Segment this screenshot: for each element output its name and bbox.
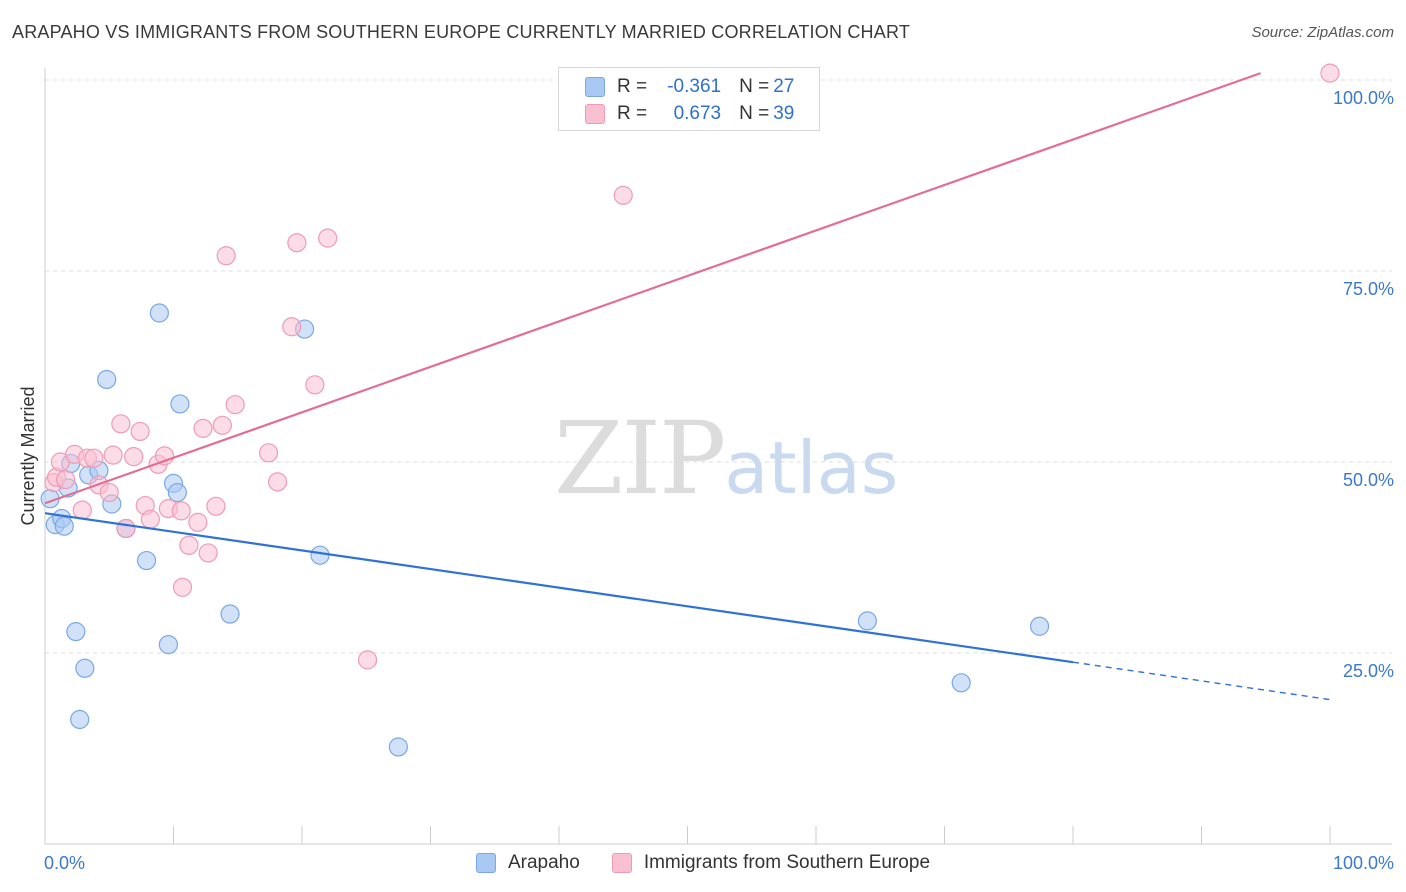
y-tick-label: 100.0% bbox=[1333, 88, 1394, 108]
trend-line-immigrants bbox=[44, 72, 1261, 505]
chart-title: ARAPAHO VS IMMIGRANTS FROM SOUTHERN EURO… bbox=[12, 22, 911, 42]
data-point-immigrants bbox=[198, 543, 218, 563]
trend-line-arapaho bbox=[44, 512, 1074, 664]
watermark-atlas: atlas bbox=[724, 426, 899, 510]
legend-n-label: N = bbox=[739, 76, 770, 97]
watermark-zip: ZIP bbox=[554, 400, 726, 517]
data-point-immigrants bbox=[287, 233, 307, 253]
data-point-immigrants bbox=[179, 535, 199, 555]
data-point-immigrants bbox=[124, 447, 144, 467]
data-point-immigrants bbox=[258, 443, 279, 463]
series-label-arapaho: Arapaho bbox=[507, 852, 580, 873]
data-point-arapaho bbox=[66, 622, 86, 642]
data-point-immigrants bbox=[171, 501, 191, 521]
data-point-immigrants bbox=[84, 448, 104, 468]
data-point-immigrants bbox=[111, 414, 131, 434]
data-point-immigrants bbox=[116, 518, 136, 539]
data-point-arapaho bbox=[310, 545, 330, 565]
data-point-immigrants bbox=[318, 228, 338, 248]
data-point-immigrants bbox=[282, 317, 302, 337]
y-axis-label: Currently Married bbox=[18, 386, 38, 525]
series-legend-item-immigrants: Immigrants from Southern Europe bbox=[611, 852, 931, 874]
data-point-immigrants bbox=[267, 472, 288, 492]
legend-r-value: 0.673 bbox=[673, 103, 722, 124]
legend-row-immigrants: R = 0.673 N = 39 bbox=[585, 101, 794, 127]
data-point-immigrants bbox=[212, 415, 232, 435]
y-tick-label: 25.0% bbox=[1343, 661, 1394, 681]
data-point-immigrants bbox=[206, 496, 226, 516]
legend-r-value: -0.361 bbox=[667, 76, 722, 97]
stats-legend: R = -0.361 N = 27 R = 0.673 N = 39 bbox=[558, 67, 820, 131]
data-point-immigrants bbox=[130, 421, 150, 442]
data-point-arapaho bbox=[54, 516, 74, 536]
x-tick-label: 0.0% bbox=[44, 853, 85, 873]
legend-r-label: R = bbox=[617, 103, 648, 124]
legend-r-label: R = bbox=[617, 76, 648, 97]
data-point-arapaho bbox=[149, 303, 169, 323]
data-point-immigrants bbox=[172, 577, 193, 597]
data-point-arapaho bbox=[857, 611, 878, 631]
data-point-arapaho bbox=[136, 550, 157, 571]
data-point-arapaho bbox=[388, 737, 408, 757]
series-label-immigrants: Immigrants from Southern Europe bbox=[643, 852, 931, 873]
data-point-arapaho bbox=[70, 709, 90, 730]
series-legend: Arapaho Immigrants from Southern Europe bbox=[0, 852, 1406, 874]
data-point-arapaho bbox=[170, 394, 190, 414]
data-point-arapaho bbox=[951, 673, 971, 693]
y-tick-label: 50.0% bbox=[1343, 470, 1394, 490]
data-point-arapaho bbox=[75, 658, 95, 678]
y-tick-label: 75.0% bbox=[1343, 279, 1394, 299]
data-point-immigrants bbox=[1320, 63, 1340, 83]
x-tick-label: 100.0% bbox=[1333, 853, 1394, 873]
data-point-arapaho bbox=[167, 482, 187, 503]
source-label: Source: ZipAtlas.com bbox=[1251, 24, 1394, 41]
legend-n-value: 39 bbox=[773, 103, 795, 124]
watermark: ZIPatlas bbox=[554, 400, 898, 517]
legend-swatch-arapaho bbox=[585, 77, 605, 97]
series-legend-item-arapaho: Arapaho bbox=[475, 852, 580, 874]
data-point-immigrants bbox=[357, 650, 378, 670]
data-point-immigrants bbox=[613, 185, 633, 205]
data-point-arapaho bbox=[220, 604, 240, 624]
trend-extension-arapaho bbox=[1072, 661, 1331, 701]
data-point-immigrants bbox=[188, 512, 208, 532]
series-swatch-arapaho bbox=[475, 853, 496, 873]
data-point-arapaho bbox=[97, 369, 117, 390]
legend-swatch-immigrants bbox=[585, 104, 605, 124]
data-point-immigrants bbox=[55, 469, 76, 490]
data-point-immigrants bbox=[103, 445, 123, 465]
data-point-immigrants bbox=[72, 500, 92, 520]
data-point-immigrants bbox=[225, 395, 245, 415]
legend-row-arapaho: R = -0.361 N = 27 bbox=[585, 74, 794, 100]
data-point-arapaho bbox=[158, 634, 178, 655]
data-point-immigrants bbox=[193, 418, 213, 438]
data-point-immigrants bbox=[99, 482, 119, 503]
legend-n-label: N = bbox=[739, 103, 770, 124]
data-point-arapaho bbox=[1029, 616, 1050, 636]
series-swatch-immigrants bbox=[611, 853, 632, 873]
data-point-immigrants bbox=[216, 246, 236, 266]
data-point-immigrants bbox=[140, 509, 160, 529]
legend-n-value: 27 bbox=[773, 76, 795, 97]
data-point-immigrants bbox=[305, 375, 325, 395]
